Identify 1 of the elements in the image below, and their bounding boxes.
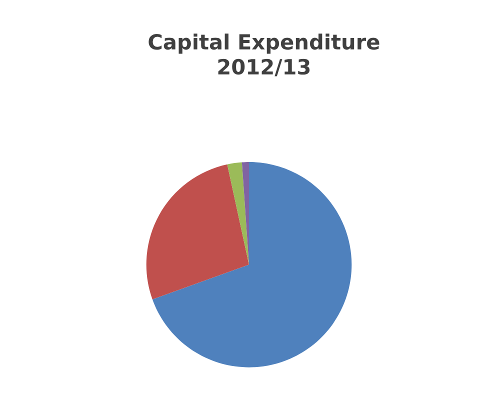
chart-title: Capital Expenditure 2012/13: [148, 34, 380, 76]
